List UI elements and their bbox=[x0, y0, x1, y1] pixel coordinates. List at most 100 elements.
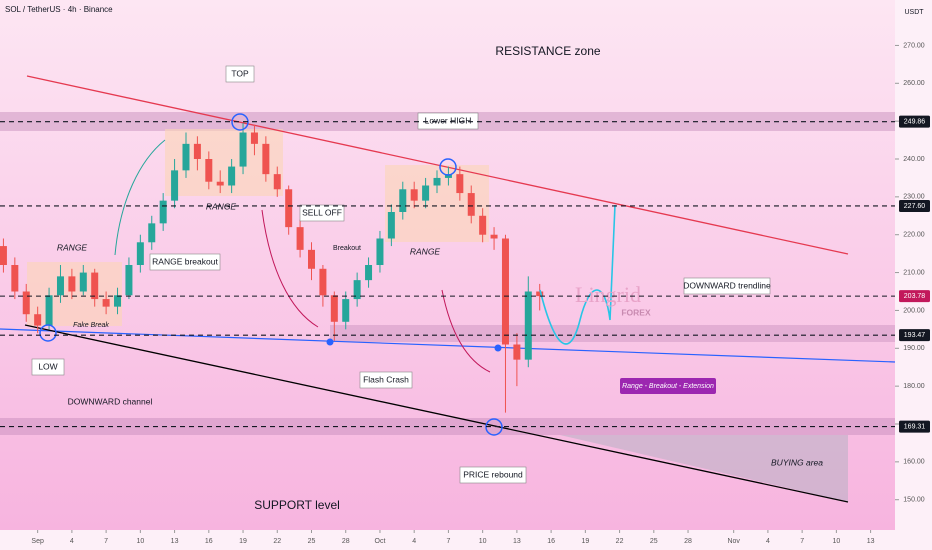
annotation: SUPPORT level bbox=[254, 498, 340, 512]
y-tick-label: 220.00 bbox=[903, 232, 925, 239]
annotation: PRICE rebound bbox=[463, 469, 523, 479]
candle-body bbox=[330, 295, 338, 322]
candle-body bbox=[262, 143, 270, 175]
candle-body bbox=[205, 159, 213, 182]
y-tick-label: 270.00 bbox=[903, 42, 925, 49]
level-box bbox=[899, 290, 930, 303]
y-tick-label: 260.00 bbox=[903, 80, 925, 87]
label-box bbox=[620, 378, 716, 394]
candle-body bbox=[410, 189, 418, 201]
candle-body bbox=[228, 166, 236, 186]
candle-body bbox=[216, 181, 224, 186]
level-label: 193.47 bbox=[904, 332, 926, 339]
time-axis-bg bbox=[0, 530, 895, 550]
symbol: SOL / TetherUS · 4h · Binance bbox=[5, 5, 113, 14]
annotation: RESISTANCE zone bbox=[495, 44, 600, 58]
x-tick-label: 13 bbox=[171, 538, 179, 545]
x-tick-label: 10 bbox=[832, 538, 840, 545]
level-label: 203.78 bbox=[904, 293, 926, 300]
candle-body bbox=[524, 291, 532, 360]
candle-body bbox=[513, 344, 521, 360]
dot bbox=[326, 338, 334, 346]
x-tick-label: 22 bbox=[616, 538, 624, 545]
range-box bbox=[27, 262, 122, 326]
x-tick-label: 7 bbox=[446, 538, 450, 545]
label-box bbox=[31, 358, 65, 376]
arrow bbox=[114, 139, 166, 256]
channel-top bbox=[0, 328, 896, 363]
x-tick-label: 4 bbox=[766, 538, 770, 545]
y-tick-label: 180.00 bbox=[903, 383, 925, 390]
candle-body bbox=[102, 299, 110, 307]
x-tick-label: 19 bbox=[239, 538, 247, 545]
candle-body bbox=[0, 246, 7, 265]
y-tick-label: 190.00 bbox=[903, 345, 925, 352]
candle-body bbox=[159, 200, 167, 224]
label-box bbox=[299, 204, 345, 222]
x-tick-label: 16 bbox=[205, 538, 213, 545]
candle-body bbox=[114, 295, 122, 307]
candle-body bbox=[536, 291, 544, 297]
candle-body bbox=[250, 132, 258, 144]
x-tick-label: 13 bbox=[867, 538, 875, 545]
candle-body bbox=[11, 265, 19, 292]
annotation: RANGE bbox=[57, 242, 88, 252]
y-tick-label: 210.00 bbox=[903, 269, 925, 276]
candle-body bbox=[433, 177, 441, 186]
label-box bbox=[683, 277, 771, 295]
x-tick-label: 22 bbox=[273, 538, 281, 545]
downward-trendline bbox=[26, 75, 849, 255]
label-box bbox=[225, 65, 255, 83]
candle-body bbox=[467, 193, 475, 216]
candle-body bbox=[182, 143, 190, 171]
x-tick-label: 7 bbox=[800, 538, 804, 545]
projection bbox=[539, 204, 616, 345]
candle-body bbox=[45, 295, 53, 326]
candle-body bbox=[319, 268, 327, 296]
candle-body bbox=[490, 234, 498, 239]
candle-body bbox=[239, 132, 247, 167]
channel-bottom bbox=[24, 324, 849, 503]
candle-body bbox=[56, 276, 64, 296]
annotation: DOWNWARD channel bbox=[68, 396, 153, 406]
annotation: LOW bbox=[38, 361, 57, 371]
candle-body bbox=[501, 238, 509, 345]
candle-body bbox=[136, 242, 144, 265]
candle-body bbox=[171, 170, 179, 201]
candle-body bbox=[456, 174, 464, 194]
candle-body bbox=[91, 272, 99, 300]
candle-body bbox=[79, 272, 87, 292]
annotation: Fake Break bbox=[73, 322, 109, 329]
level-box bbox=[899, 329, 930, 342]
candle-body bbox=[342, 299, 350, 322]
x-tick-label: 25 bbox=[308, 538, 316, 545]
annotation: TOP bbox=[231, 68, 249, 78]
buying-area bbox=[560, 435, 848, 502]
annotation: DOWNWARD trendline bbox=[683, 280, 771, 290]
dot bbox=[494, 344, 502, 352]
arrow bbox=[261, 209, 319, 328]
y-tick-label: 160.00 bbox=[903, 459, 925, 466]
candle-body bbox=[148, 223, 156, 243]
x-tick-label: Oct bbox=[375, 538, 386, 545]
x-tick-label: 19 bbox=[581, 538, 589, 545]
label-box bbox=[149, 253, 221, 271]
level-label: 227.60 bbox=[904, 203, 926, 210]
candle-body bbox=[444, 174, 452, 178]
annotation: Lower HIGH bbox=[425, 115, 472, 125]
watermark: FOREX bbox=[621, 307, 651, 317]
level-box bbox=[899, 115, 930, 128]
annotation: Range - Breakout - Extension bbox=[622, 383, 714, 390]
currency: USDT bbox=[904, 9, 924, 16]
annotation: RANGE breakout bbox=[152, 256, 218, 266]
x-tick-label: Sep bbox=[31, 538, 44, 545]
x-tick-label: 25 bbox=[650, 538, 658, 545]
candle-body bbox=[193, 143, 201, 159]
candle-body bbox=[376, 238, 384, 265]
annotation: RANGE bbox=[206, 201, 237, 211]
level-label: 169.31 bbox=[904, 423, 926, 430]
y-tick-label: 200.00 bbox=[903, 307, 925, 314]
label-box bbox=[417, 112, 479, 130]
x-tick-label: 4 bbox=[70, 538, 74, 545]
